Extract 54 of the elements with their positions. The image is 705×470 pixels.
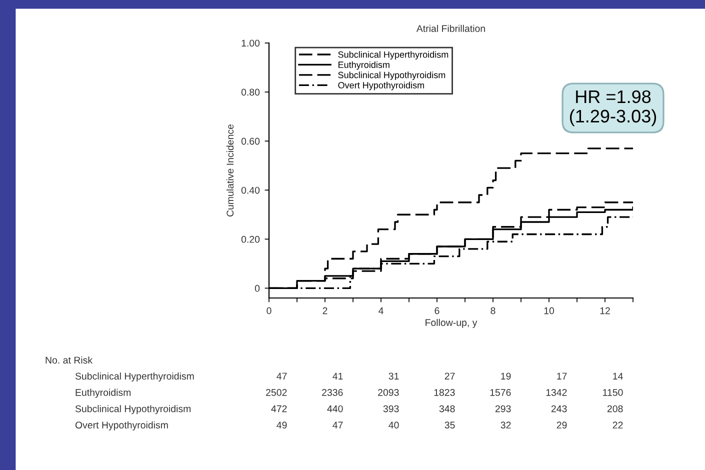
y-axis-title: Cumulative Incidence bbox=[226, 124, 234, 216]
text: 2093 bbox=[378, 389, 399, 396]
text: 40 bbox=[388, 422, 399, 429]
x-tick-label: 6 bbox=[434, 307, 440, 314]
category-label: Subclinical Hyperthyroidism bbox=[75, 372, 194, 382]
text: 348 bbox=[439, 405, 455, 412]
text: 22 bbox=[612, 422, 623, 428]
text: 1150 bbox=[603, 389, 623, 396]
text: 49 bbox=[276, 422, 287, 429]
text: 31 bbox=[388, 372, 399, 380]
x-tick-label: 0 bbox=[266, 307, 272, 314]
text: 41 bbox=[332, 372, 343, 380]
annotation: HR =1.98 (1.29-3.03) bbox=[570, 90, 656, 126]
text: 47 bbox=[332, 422, 343, 428]
x-tick-label: 10 bbox=[544, 307, 554, 314]
category-label: Subclinical Hypothyroidism bbox=[75, 405, 191, 414]
text: 47 bbox=[276, 372, 287, 380]
text: 293 bbox=[495, 405, 511, 412]
text: 35 bbox=[444, 422, 455, 429]
text: 440 bbox=[327, 405, 343, 412]
y-tick-label: 0 bbox=[254, 284, 260, 292]
text: 393 bbox=[383, 405, 399, 412]
y-tick-label: 0.80 bbox=[241, 88, 260, 96]
legend-label: Subclinical Hypothyroidism bbox=[338, 72, 446, 80]
text: 1342 bbox=[546, 389, 567, 396]
y-tick-label: 0.60 bbox=[241, 138, 260, 145]
chart-title: Atrial Fibrillation bbox=[416, 24, 485, 32]
text: 17 bbox=[557, 372, 567, 380]
text: 32 bbox=[500, 422, 511, 429]
text: 2502 bbox=[266, 389, 287, 396]
text: No. at Risk bbox=[46, 356, 93, 364]
x-axis-title: Follow-up, y bbox=[426, 318, 478, 328]
legend-label: Euthyroidism bbox=[338, 61, 390, 70]
x-tick-label: 8 bbox=[490, 307, 496, 314]
x-tick-label: 12 bbox=[600, 307, 610, 314]
category-label: Overt Hypothyroidism bbox=[75, 421, 168, 430]
legend-label: Overt Hypothyroidism bbox=[338, 82, 424, 90]
text: 243 bbox=[551, 405, 567, 412]
text: 27 bbox=[444, 372, 455, 380]
text: 19 bbox=[501, 372, 511, 380]
x-tick-label: 2 bbox=[322, 307, 328, 314]
text: 472 bbox=[271, 405, 287, 412]
y-tick-label: 0.40 bbox=[241, 186, 260, 194]
text: 29 bbox=[556, 422, 567, 429]
legend-label: Subclinical Hyperthyroidism bbox=[338, 51, 448, 60]
text: 1576 bbox=[490, 389, 511, 396]
text: 14 bbox=[613, 372, 623, 380]
text: 1823 bbox=[434, 389, 455, 396]
y-tick-label: 1.00 bbox=[242, 40, 260, 47]
x-tick-label: 4 bbox=[378, 307, 384, 314]
text: 2336 bbox=[322, 389, 343, 396]
y-tick-label: 0.20 bbox=[241, 236, 260, 243]
category-label: Euthyroidism bbox=[76, 388, 131, 398]
text: 208 bbox=[607, 405, 623, 412]
